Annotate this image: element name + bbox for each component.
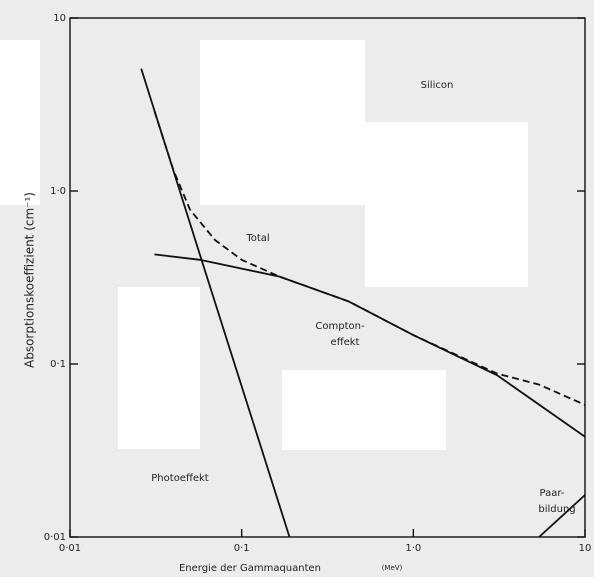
y-tick-label: 0·1 [50, 359, 66, 370]
x-tick-label: 0·1 [234, 543, 250, 554]
y-tick-label: 0·01 [44, 532, 66, 543]
scan-patch [282, 370, 446, 450]
x-tick-label: 0·01 [59, 543, 81, 554]
x-axis-unit: (MeV) [382, 564, 403, 572]
x-tick-label: 1·0 [405, 543, 421, 554]
scan-patch [118, 287, 200, 449]
curve-label: Photoeffekt [151, 473, 209, 484]
curve [538, 494, 586, 538]
curve-label: effekt [331, 337, 360, 348]
scan-patch [200, 40, 365, 205]
curve [153, 110, 586, 406]
annotation: Silicon [421, 80, 454, 91]
scan-patch [365, 122, 528, 287]
y-axis-label: Absorptionskoeffizient (cm⁻¹) [23, 192, 37, 368]
scan-patch [0, 40, 40, 205]
curve [140, 68, 291, 538]
y-tick-label: 10 [53, 13, 66, 24]
curve-label: Total [245, 233, 269, 244]
curve-label: bildung [538, 504, 575, 515]
plot-frame [69, 17, 586, 538]
curve-label: Compton- [315, 321, 365, 332]
x-axis-label: Energie der Gammaquanten [179, 563, 321, 574]
curve-label: Paar- [540, 488, 565, 499]
curve [154, 253, 586, 438]
x-tick-label: 10 [579, 543, 592, 554]
y-tick-label: 1·0 [50, 186, 66, 197]
